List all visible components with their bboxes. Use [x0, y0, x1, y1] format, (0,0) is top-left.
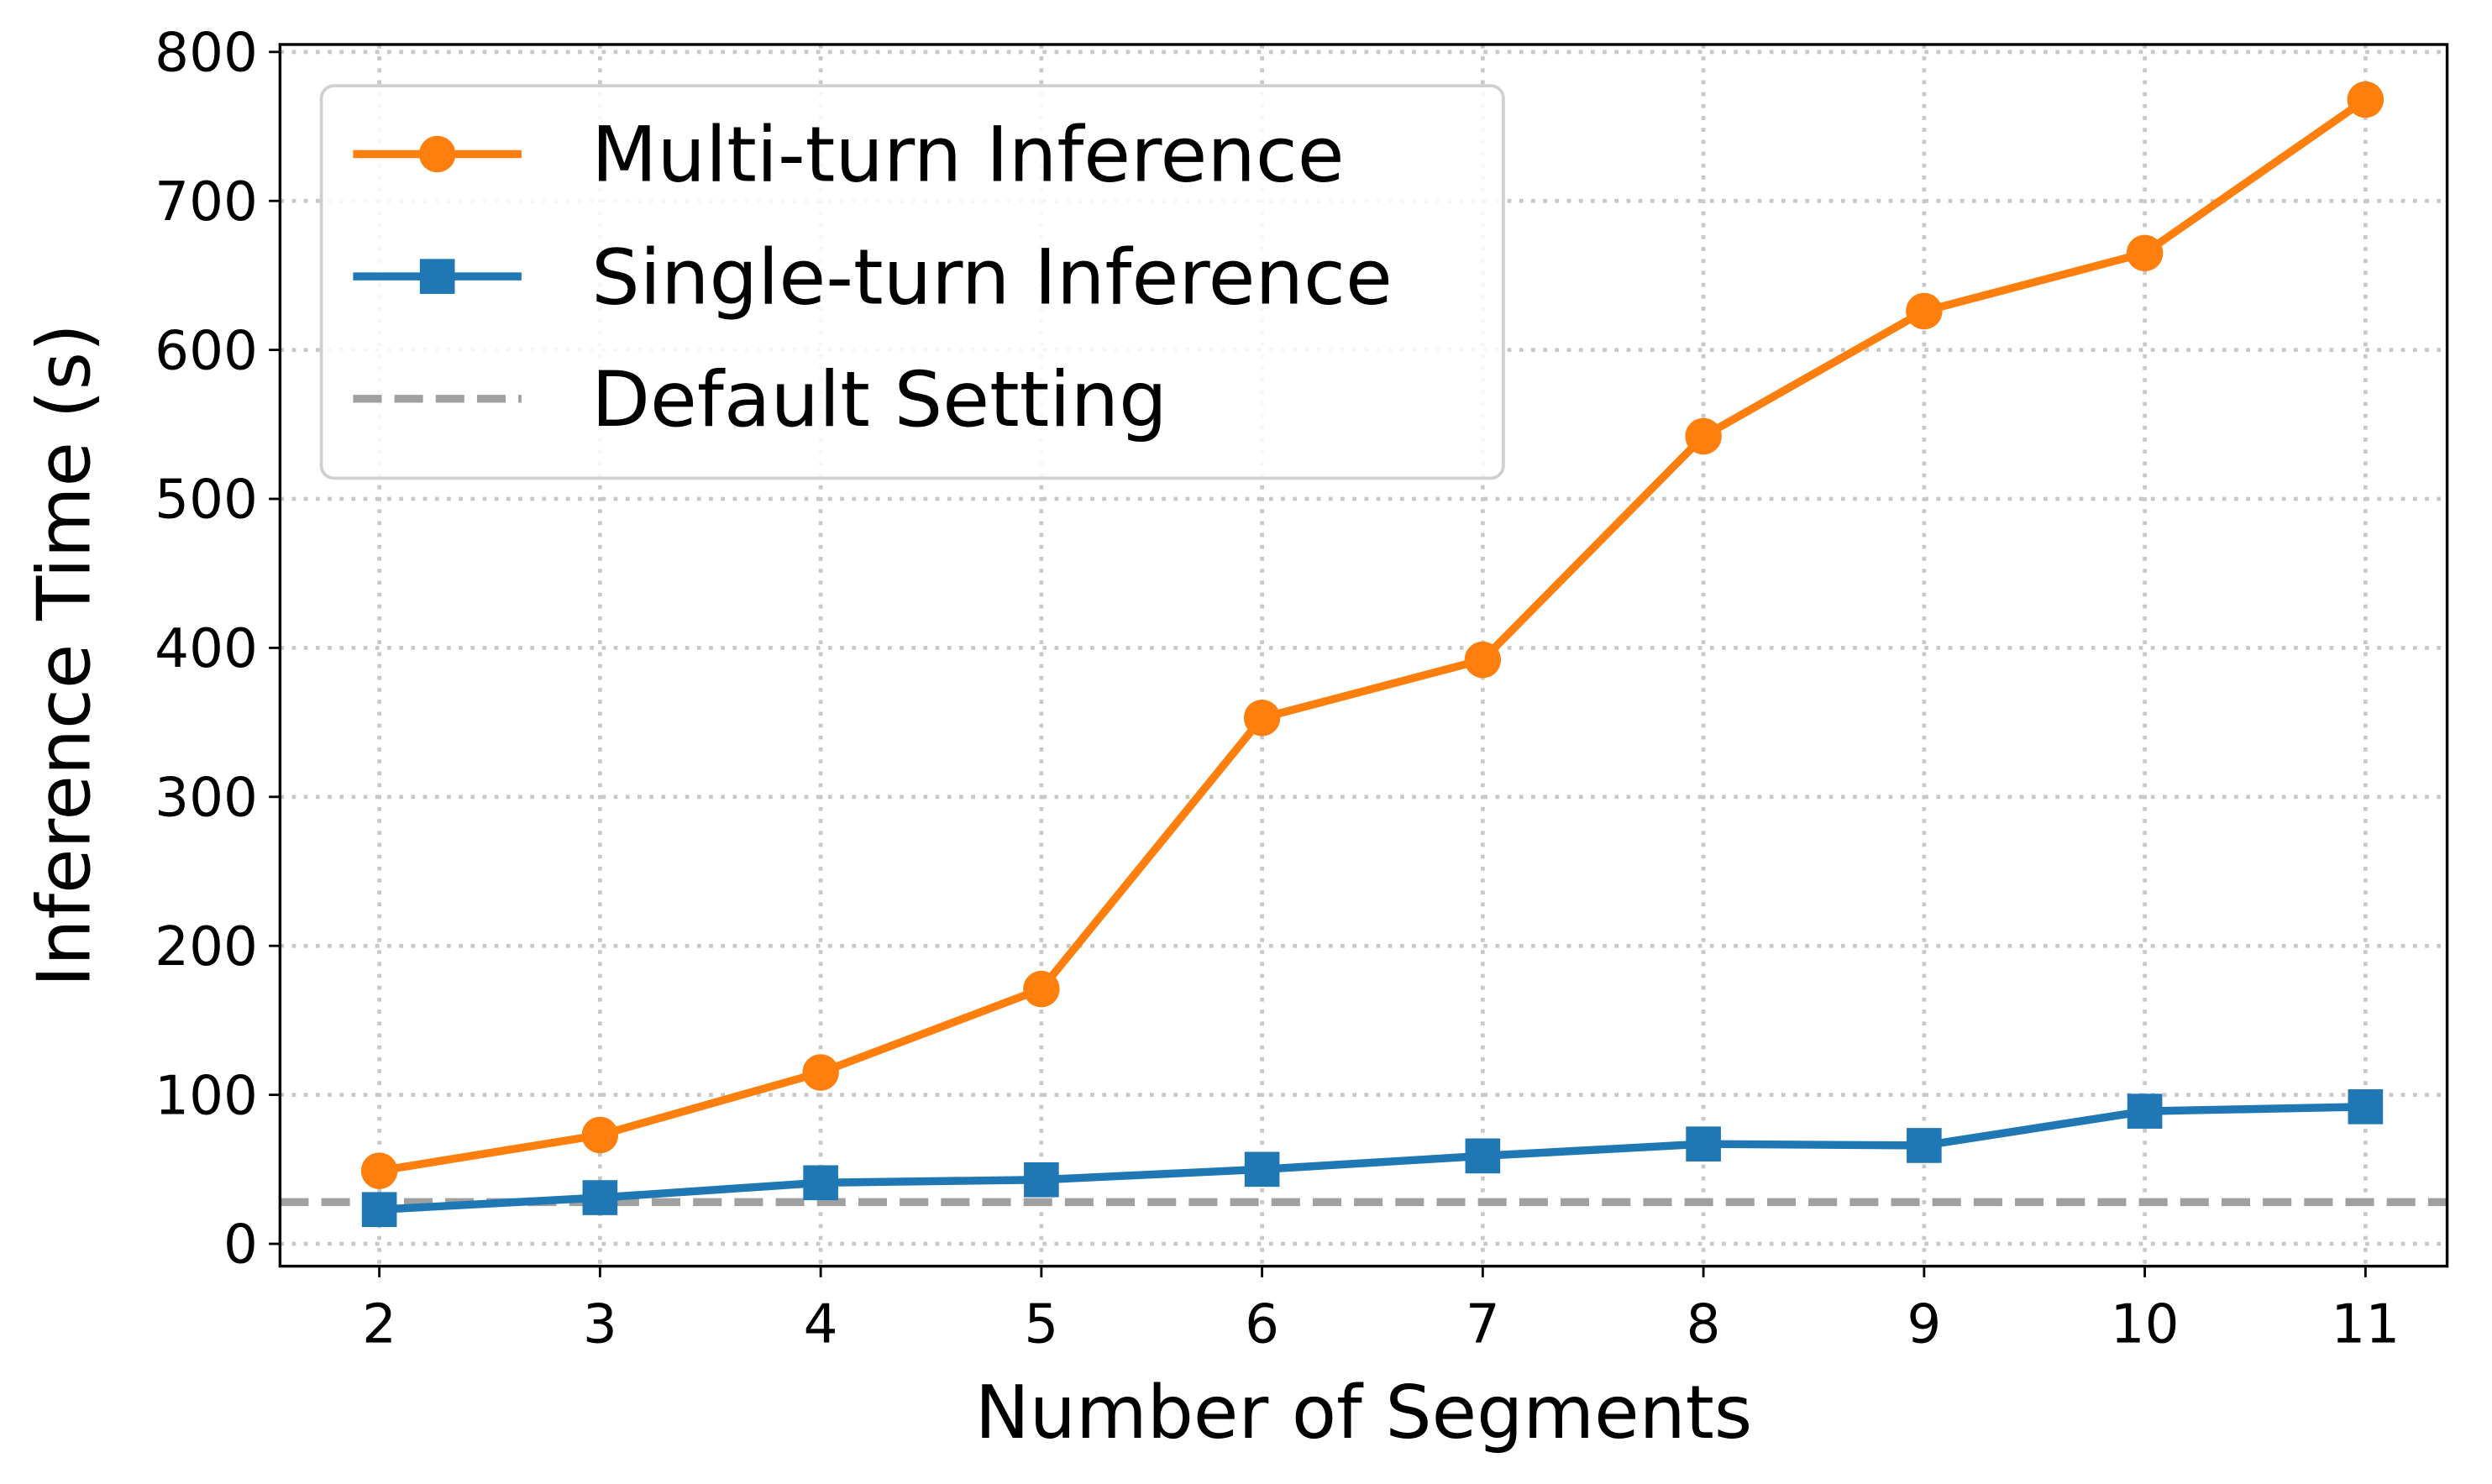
y-tick-label: 800 [155, 22, 258, 85]
series-line [378, 96, 2369, 1175]
y-tick-label: 600 [155, 319, 258, 382]
y-tick-label: 0 [223, 1214, 258, 1277]
point [1907, 1128, 1942, 1163]
legend-marker [419, 259, 455, 294]
point [1243, 700, 1281, 737]
y-tick-label: 400 [155, 617, 258, 680]
legend-box [319, 84, 1505, 480]
y-tick-label: 700 [155, 170, 258, 233]
point [2127, 1093, 2163, 1129]
x-tick-label: 4 [804, 1293, 838, 1356]
legend: Multi-turn Inference Single-turn Inferenc… [319, 84, 1505, 480]
legend-label: Single-turn Inference [591, 233, 1393, 322]
point [1244, 1151, 1280, 1188]
point [1906, 292, 1943, 330]
y-tick-label: 200 [155, 915, 258, 978]
point [582, 1180, 618, 1215]
y-tick-label: 300 [155, 767, 258, 830]
x-tick-label: 3 [583, 1293, 617, 1356]
x-tick-label: 8 [1687, 1293, 1721, 1356]
point [361, 1192, 397, 1228]
legend-marker [418, 135, 456, 173]
point [581, 1116, 619, 1154]
legend-label: Default Setting [591, 356, 1167, 444]
point [1464, 641, 1502, 679]
x-tick-label: 7 [1466, 1293, 1500, 1356]
point [1023, 970, 1060, 1008]
point [1024, 1162, 1059, 1198]
point [802, 1054, 839, 1091]
x-axis-label: Number of Segments [975, 1370, 1752, 1455]
x-tick-label: 6 [1245, 1293, 1279, 1356]
point [1465, 1138, 1501, 1174]
point [360, 1152, 398, 1189]
y-axis-label: Inference Time (s) [21, 323, 107, 987]
point [2126, 234, 2164, 272]
point [1685, 417, 1722, 455]
x-tick-label: 2 [362, 1293, 396, 1356]
x-tick-label: 10 [2111, 1293, 2180, 1356]
point [2348, 1089, 2384, 1125]
x-tick-label: 5 [1024, 1293, 1058, 1356]
y-tick-label: 100 [155, 1064, 258, 1127]
x-tick-label: 11 [2331, 1293, 2400, 1356]
x-tick-label: 9 [1907, 1293, 1941, 1356]
series-line [379, 1103, 2366, 1214]
legend-label: Multi-turn Inference [591, 112, 1345, 200]
y-tick-label: 500 [155, 469, 258, 532]
point [803, 1165, 838, 1201]
plot-frame [278, 43, 2449, 1268]
point [1686, 1126, 1721, 1162]
point [2347, 81, 2384, 118]
